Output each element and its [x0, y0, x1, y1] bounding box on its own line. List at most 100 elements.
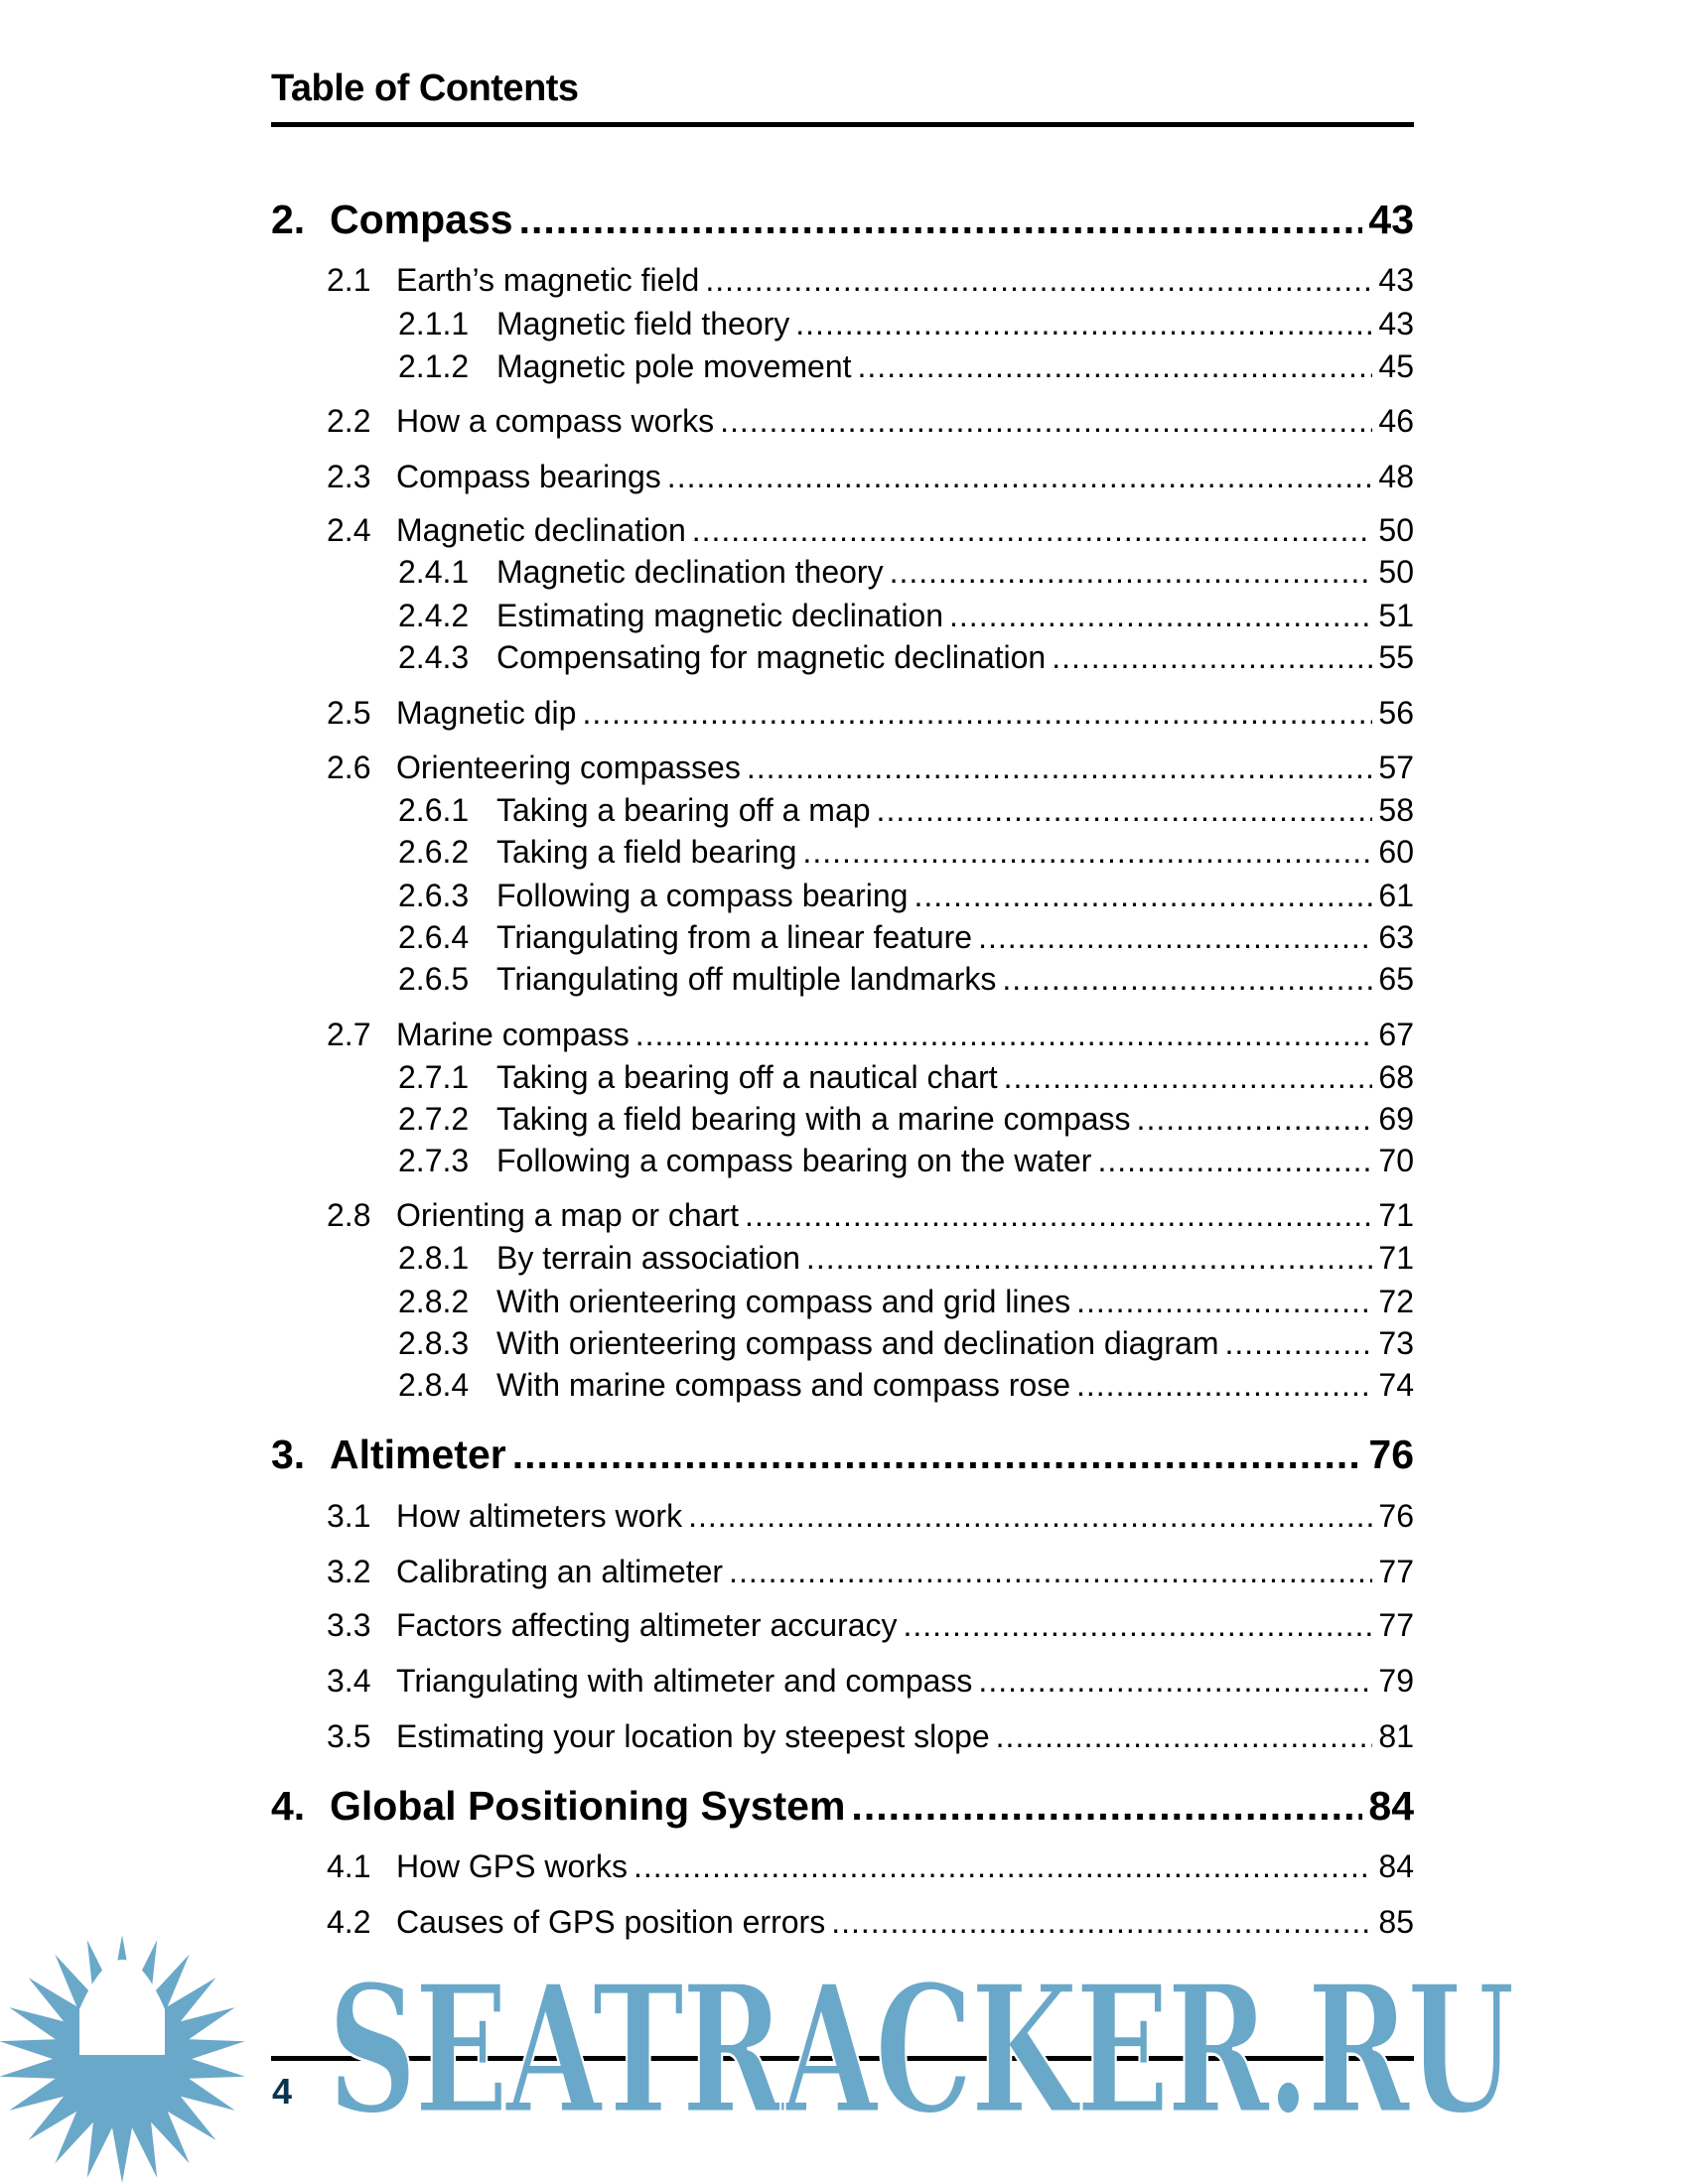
entry-title: Triangulating from a linear feature — [496, 918, 973, 955]
toc-section-entry[interactable]: 2.6.1 Taking a bearing off a map ........… — [398, 792, 1414, 829]
sun-dome — [79, 1960, 165, 2055]
entry-page-number: 65 — [1378, 960, 1414, 997]
dot-leader: ........................................… — [876, 791, 1373, 828]
entry-page-number: 56 — [1378, 694, 1414, 731]
toc-section-entry[interactable]: 2.5 Magnetic dip ........................… — [327, 695, 1414, 732]
toc-section-entry[interactable]: 2.6.5 Triangulating off multiple landmark… — [398, 961, 1414, 998]
toc-section-entry[interactable]: 3.4 Triangulating with altimeter and comp… — [327, 1663, 1414, 1700]
entry-number: 2.7.1 — [398, 1058, 470, 1095]
toc-section-entry[interactable]: 2.6.4 Triangulating from a linear feature… — [398, 919, 1414, 956]
entry-title: Estimating your location by steepest slo… — [396, 1717, 990, 1754]
dot-leader: ........................................… — [1136, 1100, 1373, 1137]
toc-section-entry[interactable]: 2.4.2 Estimating magnetic declination ...… — [398, 598, 1414, 634]
dot-leader: ........................................… — [666, 458, 1373, 494]
entry-page-number: 48 — [1378, 458, 1414, 494]
entry-number: 2.6.2 — [398, 833, 470, 870]
toc-chapter-entry[interactable]: 2. Compass ..............................… — [271, 197, 1414, 243]
toc-section-entry[interactable]: 3.5 Estimating your location by steepest … — [327, 1718, 1414, 1755]
entry-title: By terrain association — [496, 1239, 800, 1276]
entry-page-number: 50 — [1378, 553, 1414, 590]
toc-section-entry[interactable]: 2.8 Orienting a map or chart ............… — [327, 1197, 1414, 1234]
entry-page-number: 50 — [1378, 511, 1414, 548]
entry-title: Factors affecting altimeter accuracy — [396, 1606, 898, 1643]
entry-title: Altimeter — [330, 1432, 506, 1478]
entry-number: 2.4.1 — [398, 553, 470, 590]
toc-section-entry[interactable]: 2.4 Magnetic declination ................… — [327, 512, 1414, 549]
toc-section-entry[interactable]: 2.3 Compass bearings ....................… — [327, 459, 1414, 495]
entry-number: 4.1 — [327, 1847, 371, 1884]
toc-section-entry[interactable]: 3.2 Calibrating an altimeter ............… — [327, 1554, 1414, 1590]
toc-chapter-entry[interactable]: 3. Altimeter ............................… — [271, 1432, 1414, 1478]
entry-page-number: 43 — [1378, 261, 1414, 298]
entry-number: 2.7 — [327, 1016, 371, 1052]
toc-section-entry[interactable]: 2.6.3 Following a compass bearing .......… — [398, 878, 1414, 914]
toc-section-entry[interactable]: 2.7.2 Taking a field bearing with a marin… — [398, 1101, 1414, 1138]
dot-leader: ........................................… — [995, 1717, 1373, 1754]
entry-title: Orienteering compasses — [396, 749, 741, 785]
entry-number: 2.8.4 — [398, 1366, 470, 1403]
entry-page-number: 43 — [1368, 197, 1414, 243]
toc-section-entry[interactable]: 2.8.1 By terrain association ............… — [398, 1240, 1414, 1277]
entry-page-number: 70 — [1378, 1142, 1414, 1178]
dot-leader: ........................................… — [705, 261, 1373, 298]
entry-title: Taking a field bearing with a marine com… — [496, 1100, 1131, 1137]
toc-section-entry[interactable]: 4.1 How GPS works .......................… — [327, 1848, 1414, 1885]
entry-number: 4. — [271, 1783, 306, 1830]
toc-section-entry[interactable]: 2.6 Orienteering compasses ..............… — [327, 750, 1414, 786]
entry-number: 2.6 — [327, 749, 371, 785]
entry-number: 2.7.2 — [398, 1100, 470, 1137]
toc-section-entry[interactable]: 2.7 Marine compass ......................… — [327, 1017, 1414, 1053]
header-rule — [271, 122, 1414, 127]
entry-title: Orienting a map or chart — [396, 1196, 740, 1233]
page-number: 4 — [272, 2071, 293, 2112]
toc-section-entry[interactable]: 2.2 How a compass works .................… — [327, 403, 1414, 440]
entry-title: Compensating for magnetic declination — [496, 638, 1047, 675]
entry-page-number: 76 — [1368, 1432, 1414, 1478]
entry-title: Triangulating off multiple landmarks — [496, 960, 997, 997]
dot-leader: ........................................… — [1002, 960, 1372, 997]
toc-section-entry[interactable]: 3.3 Factors affecting altimeter accuracy … — [327, 1607, 1414, 1644]
dot-leader: ........................................… — [633, 1847, 1372, 1884]
dot-leader: ........................................… — [851, 1783, 1362, 1830]
toc-section-entry[interactable]: 2.7.1 Taking a bearing off a nautical cha… — [398, 1059, 1414, 1096]
entry-number: 2.4.3 — [398, 638, 470, 675]
toc-section-entry[interactable]: 2.1 Earth’s magnetic field ..............… — [327, 262, 1414, 299]
entry-page-number: 77 — [1378, 1606, 1414, 1643]
toc-section-entry[interactable]: 2.1.2 Magnetic pole movement ............… — [398, 348, 1414, 385]
entry-page-number: 85 — [1378, 1903, 1414, 1940]
dot-leader: ........................................… — [688, 1497, 1372, 1534]
toc-chapter-entry[interactable]: 4. Global Positioning System ............… — [271, 1783, 1414, 1830]
page-header-title: Table of Contents — [271, 68, 579, 109]
toc-section-entry[interactable]: 2.8.3 With orienteering compass and decli… — [398, 1325, 1414, 1362]
toc-section-entry[interactable]: 4.2 Causes of GPS position errors .......… — [327, 1904, 1414, 1941]
entry-title: Estimating magnetic declination — [496, 597, 944, 633]
entry-page-number: 45 — [1378, 347, 1414, 384]
toc-section-entry[interactable]: 2.4.1 Magnetic declination theory .......… — [398, 554, 1414, 591]
entry-page-number: 55 — [1378, 638, 1414, 675]
entry-page-number: 71 — [1378, 1196, 1414, 1233]
entry-number: 4.2 — [327, 1903, 371, 1940]
toc-section-entry[interactable]: 2.7.3 Following a compass bearing on the … — [398, 1143, 1414, 1179]
entry-page-number: 57 — [1378, 749, 1414, 785]
dot-leader: ........................................… — [1076, 1366, 1372, 1403]
dot-leader: ........................................… — [802, 833, 1373, 870]
dot-leader: ........................................… — [729, 1553, 1372, 1589]
toc-section-entry[interactable]: 3.1 How altimeters work .................… — [327, 1498, 1414, 1535]
entry-title: How altimeters work — [396, 1497, 683, 1534]
entry-page-number: 61 — [1378, 877, 1414, 913]
toc-section-entry[interactable]: 2.6.2 Taking a field bearing ............… — [398, 834, 1414, 871]
entry-title: With orienteering compass and grid lines — [496, 1283, 1071, 1319]
entry-title: How a compass works — [396, 402, 715, 439]
toc-section-entry[interactable]: 2.8.2 With orienteering compass and grid … — [398, 1284, 1414, 1320]
entry-number: 2.8.2 — [398, 1283, 470, 1319]
entry-page-number: 68 — [1378, 1058, 1414, 1095]
toc-section-entry[interactable]: 2.4.3 Compensating for magnetic declinati… — [398, 639, 1414, 676]
entry-title: Global Positioning System — [330, 1783, 846, 1830]
dot-leader: ........................................… — [914, 877, 1373, 913]
entry-number: 3.5 — [327, 1717, 371, 1754]
toc-section-entry[interactable]: 2.8.4 With marine compass and compass ros… — [398, 1367, 1414, 1404]
toc-section-entry[interactable]: 2.1.1 Magnetic field theory .............… — [398, 306, 1414, 342]
entry-title: Magnetic field theory — [496, 305, 790, 341]
entry-number: 2.8 — [327, 1196, 371, 1233]
entry-number: 3.2 — [327, 1553, 371, 1589]
